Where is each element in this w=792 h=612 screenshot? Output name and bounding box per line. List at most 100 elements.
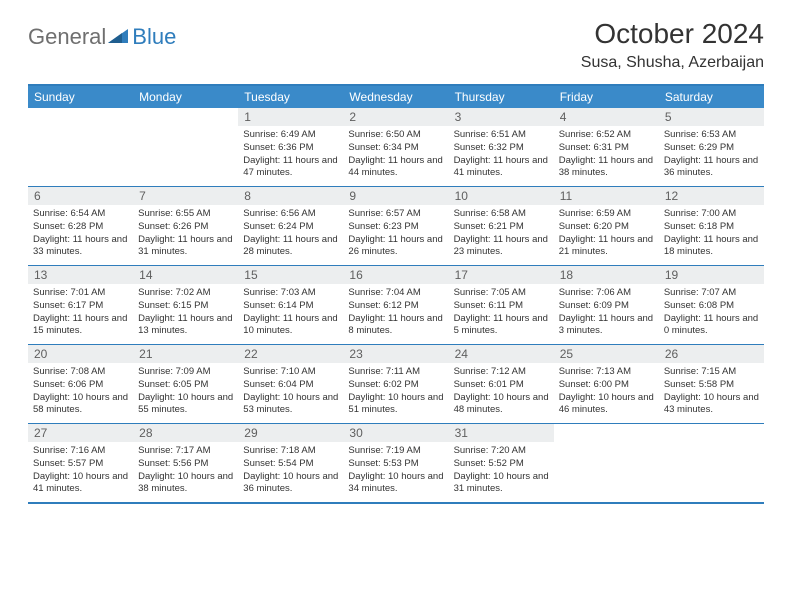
weekday-header: Tuesday xyxy=(238,86,343,108)
day-number: 22 xyxy=(238,345,343,363)
sunset-text: Sunset: 6:08 PM xyxy=(664,300,759,313)
day-number: 23 xyxy=(343,345,448,363)
sunrise-text: Sunrise: 6:57 AM xyxy=(348,208,443,221)
sunrise-text: Sunrise: 7:18 AM xyxy=(243,445,338,458)
day-number: 31 xyxy=(449,424,554,442)
day-body: Sunrise: 6:59 AMSunset: 6:20 PMDaylight:… xyxy=(554,205,659,264)
day-number: 17 xyxy=(449,266,554,284)
day-number: 10 xyxy=(449,187,554,205)
sunset-text: Sunset: 6:05 PM xyxy=(138,379,233,392)
day-cell: 7Sunrise: 6:55 AMSunset: 6:26 PMDaylight… xyxy=(133,187,238,265)
day-body: Sunrise: 6:55 AMSunset: 6:26 PMDaylight:… xyxy=(133,205,238,264)
day-cell: 9Sunrise: 6:57 AMSunset: 6:23 PMDaylight… xyxy=(343,187,448,265)
day-cell: 11Sunrise: 6:59 AMSunset: 6:20 PMDayligh… xyxy=(554,187,659,265)
day-body: Sunrise: 6:53 AMSunset: 6:29 PMDaylight:… xyxy=(659,126,764,185)
sunset-text: Sunset: 6:28 PM xyxy=(33,221,128,234)
day-number: 4 xyxy=(554,108,659,126)
day-body: Sunrise: 7:03 AMSunset: 6:14 PMDaylight:… xyxy=(238,284,343,343)
sunrise-text: Sunrise: 7:20 AM xyxy=(454,445,549,458)
day-number: 19 xyxy=(659,266,764,284)
daylight-text: Daylight: 11 hours and 3 minutes. xyxy=(559,313,654,339)
weekday-header: Saturday xyxy=(659,86,764,108)
week-row: 6Sunrise: 6:54 AMSunset: 6:28 PMDaylight… xyxy=(28,186,764,265)
daylight-text: Daylight: 11 hours and 33 minutes. xyxy=(33,234,128,260)
day-number: 11 xyxy=(554,187,659,205)
sunrise-text: Sunrise: 7:05 AM xyxy=(454,287,549,300)
brand-logo: General Blue xyxy=(28,18,176,50)
sunset-text: Sunset: 5:56 PM xyxy=(138,458,233,471)
day-number: 20 xyxy=(28,345,133,363)
day-body: Sunrise: 6:52 AMSunset: 6:31 PMDaylight:… xyxy=(554,126,659,185)
day-body: Sunrise: 7:02 AMSunset: 6:15 PMDaylight:… xyxy=(133,284,238,343)
day-body: Sunrise: 7:01 AMSunset: 6:17 PMDaylight:… xyxy=(28,284,133,343)
day-cell: 10Sunrise: 6:58 AMSunset: 6:21 PMDayligh… xyxy=(449,187,554,265)
day-cell: 20Sunrise: 7:08 AMSunset: 6:06 PMDayligh… xyxy=(28,345,133,423)
day-body: Sunrise: 7:04 AMSunset: 6:12 PMDaylight:… xyxy=(343,284,448,343)
sunrise-text: Sunrise: 6:55 AM xyxy=(138,208,233,221)
sunrise-text: Sunrise: 7:07 AM xyxy=(664,287,759,300)
sunrise-text: Sunrise: 7:00 AM xyxy=(664,208,759,221)
day-body: Sunrise: 7:11 AMSunset: 6:02 PMDaylight:… xyxy=(343,363,448,422)
day-cell: 3Sunrise: 6:51 AMSunset: 6:32 PMDaylight… xyxy=(449,108,554,186)
daylight-text: Daylight: 11 hours and 21 minutes. xyxy=(559,234,654,260)
sunset-text: Sunset: 6:32 PM xyxy=(454,142,549,155)
day-cell: 5Sunrise: 6:53 AMSunset: 6:29 PMDaylight… xyxy=(659,108,764,186)
day-cell: 2Sunrise: 6:50 AMSunset: 6:34 PMDaylight… xyxy=(343,108,448,186)
day-cell: 29Sunrise: 7:18 AMSunset: 5:54 PMDayligh… xyxy=(238,424,343,502)
day-cell: 8Sunrise: 6:56 AMSunset: 6:24 PMDaylight… xyxy=(238,187,343,265)
day-number: 28 xyxy=(133,424,238,442)
sunrise-text: Sunrise: 7:06 AM xyxy=(559,287,654,300)
calendar-grid: SundayMondayTuesdayWednesdayThursdayFrid… xyxy=(28,84,764,504)
day-number: 30 xyxy=(343,424,448,442)
weekday-header: Monday xyxy=(133,86,238,108)
day-cell: 23Sunrise: 7:11 AMSunset: 6:02 PMDayligh… xyxy=(343,345,448,423)
day-cell xyxy=(554,424,659,502)
day-cell: 26Sunrise: 7:15 AMSunset: 5:58 PMDayligh… xyxy=(659,345,764,423)
daylight-text: Daylight: 10 hours and 43 minutes. xyxy=(664,392,759,418)
day-body: Sunrise: 6:51 AMSunset: 6:32 PMDaylight:… xyxy=(449,126,554,185)
daylight-text: Daylight: 11 hours and 28 minutes. xyxy=(243,234,338,260)
sunset-text: Sunset: 6:14 PM xyxy=(243,300,338,313)
day-cell: 13Sunrise: 7:01 AMSunset: 6:17 PMDayligh… xyxy=(28,266,133,344)
day-number: 18 xyxy=(554,266,659,284)
day-cell xyxy=(659,424,764,502)
day-number: 24 xyxy=(449,345,554,363)
calendar-page: General Blue October 2024 Susa, Shusha, … xyxy=(0,0,792,522)
week-row: 13Sunrise: 7:01 AMSunset: 6:17 PMDayligh… xyxy=(28,265,764,344)
day-cell: 17Sunrise: 7:05 AMSunset: 6:11 PMDayligh… xyxy=(449,266,554,344)
sunrise-text: Sunrise: 6:54 AM xyxy=(33,208,128,221)
sunrise-text: Sunrise: 7:08 AM xyxy=(33,366,128,379)
day-number: 7 xyxy=(133,187,238,205)
daylight-text: Daylight: 10 hours and 31 minutes. xyxy=(454,471,549,497)
day-cell: 30Sunrise: 7:19 AMSunset: 5:53 PMDayligh… xyxy=(343,424,448,502)
day-cell: 27Sunrise: 7:16 AMSunset: 5:57 PMDayligh… xyxy=(28,424,133,502)
daylight-text: Daylight: 10 hours and 34 minutes. xyxy=(348,471,443,497)
sunrise-text: Sunrise: 6:50 AM xyxy=(348,129,443,142)
weekday-header: Thursday xyxy=(449,86,554,108)
daylight-text: Daylight: 10 hours and 46 minutes. xyxy=(559,392,654,418)
day-number: 15 xyxy=(238,266,343,284)
daylight-text: Daylight: 11 hours and 44 minutes. xyxy=(348,155,443,181)
sunrise-text: Sunrise: 7:12 AM xyxy=(454,366,549,379)
daylight-text: Daylight: 10 hours and 41 minutes. xyxy=(33,471,128,497)
sunset-text: Sunset: 6:21 PM xyxy=(454,221,549,234)
brand-word-1: General xyxy=(28,24,106,50)
sunset-text: Sunset: 6:26 PM xyxy=(138,221,233,234)
daylight-text: Daylight: 11 hours and 8 minutes. xyxy=(348,313,443,339)
day-number: 5 xyxy=(659,108,764,126)
day-cell: 18Sunrise: 7:06 AMSunset: 6:09 PMDayligh… xyxy=(554,266,659,344)
day-body: Sunrise: 6:58 AMSunset: 6:21 PMDaylight:… xyxy=(449,205,554,264)
day-cell: 16Sunrise: 7:04 AMSunset: 6:12 PMDayligh… xyxy=(343,266,448,344)
sunrise-text: Sunrise: 6:59 AM xyxy=(559,208,654,221)
day-body: Sunrise: 6:54 AMSunset: 6:28 PMDaylight:… xyxy=(28,205,133,264)
day-body: Sunrise: 7:16 AMSunset: 5:57 PMDaylight:… xyxy=(28,442,133,501)
day-cell: 31Sunrise: 7:20 AMSunset: 5:52 PMDayligh… xyxy=(449,424,554,502)
day-body: Sunrise: 7:18 AMSunset: 5:54 PMDaylight:… xyxy=(238,442,343,501)
brand-word-2: Blue xyxy=(132,24,176,50)
sunset-text: Sunset: 6:11 PM xyxy=(454,300,549,313)
sunset-text: Sunset: 5:58 PM xyxy=(664,379,759,392)
sunset-text: Sunset: 6:12 PM xyxy=(348,300,443,313)
location-text: Susa, Shusha, Azerbaijan xyxy=(581,54,764,72)
week-row: 1Sunrise: 6:49 AMSunset: 6:36 PMDaylight… xyxy=(28,108,764,186)
day-cell: 1Sunrise: 6:49 AMSunset: 6:36 PMDaylight… xyxy=(238,108,343,186)
